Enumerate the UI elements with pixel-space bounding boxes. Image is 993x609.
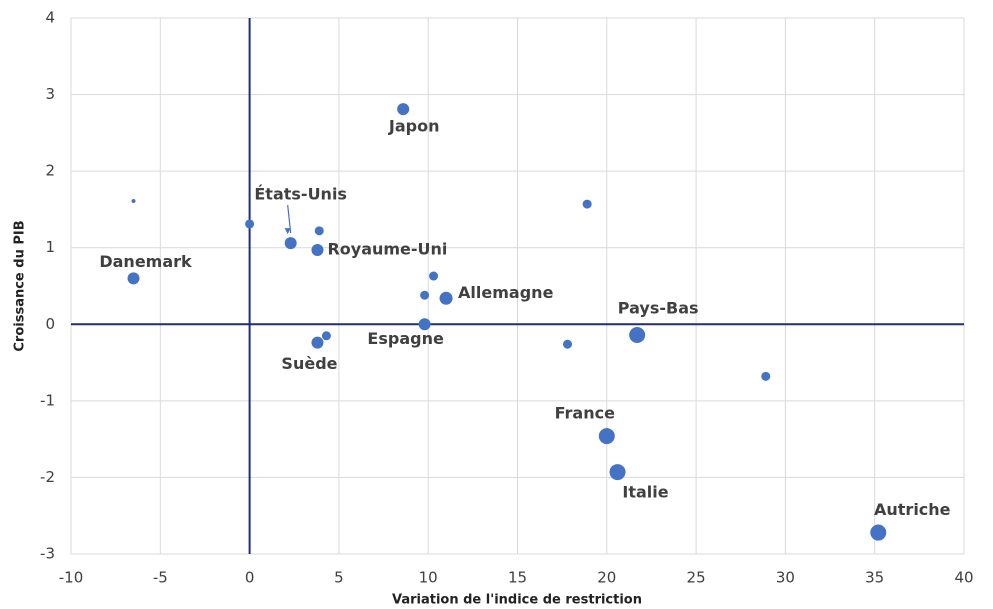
bubble <box>245 219 255 229</box>
bubble <box>429 271 439 281</box>
bubble <box>311 244 324 257</box>
point-label: Suède <box>281 354 337 373</box>
x-tick-label: 20 <box>597 569 616 587</box>
bubble <box>418 318 431 331</box>
bubble <box>311 336 324 349</box>
bubble <box>598 428 615 445</box>
y-tick-label: 1 <box>45 238 55 256</box>
x-tick-label: 30 <box>776 569 795 587</box>
y-tick-label: 4 <box>45 9 55 27</box>
x-tick-label: 5 <box>334 569 344 587</box>
bubble <box>131 199 136 204</box>
bubble <box>609 464 626 481</box>
bubble <box>870 524 887 541</box>
bubble <box>761 371 771 381</box>
point-label: Danemark <box>99 252 192 271</box>
bubble <box>314 226 324 236</box>
point-label: France <box>555 404 615 423</box>
bubble <box>629 327 646 344</box>
point-label: Pays-Bas <box>618 299 699 318</box>
x-axis-title: Variation de l'indice de restriction <box>392 593 642 608</box>
x-tick-label: -5 <box>153 569 168 587</box>
bubble <box>582 199 592 209</box>
bubble <box>127 272 140 285</box>
point-label: États-Unis <box>254 185 347 204</box>
point-label: Espagne <box>367 329 444 348</box>
y-tick-label: -3 <box>40 545 55 563</box>
x-tick-label: -10 <box>59 569 84 587</box>
x-tick-label: 10 <box>419 569 438 587</box>
y-tick-label: 2 <box>45 162 55 180</box>
bubble <box>321 331 331 341</box>
point-label: Italie <box>622 483 668 502</box>
y-tick-label: -2 <box>40 468 55 486</box>
point-label: Allemagne <box>458 283 554 302</box>
x-tick-label: 40 <box>954 569 973 587</box>
x-tick-label: 15 <box>508 569 527 587</box>
point-label: Royaume-Uni <box>327 240 447 259</box>
point-label: Japon <box>388 117 440 136</box>
point-label: Autriche <box>874 500 951 519</box>
bubble <box>284 237 297 250</box>
x-tick-label: 25 <box>687 569 706 587</box>
bubble <box>420 290 430 300</box>
label-arrowhead <box>284 228 291 235</box>
y-tick-label: 0 <box>45 315 55 333</box>
y-axis-title: Croissance du PIB <box>13 220 28 351</box>
x-tick-label: 35 <box>865 569 884 587</box>
x-tick-label: 0 <box>245 569 255 587</box>
bubble <box>439 291 453 305</box>
bubble <box>563 339 573 349</box>
y-tick-label: 3 <box>45 85 55 103</box>
bubble <box>397 103 410 116</box>
y-tick-label: -1 <box>40 391 55 409</box>
